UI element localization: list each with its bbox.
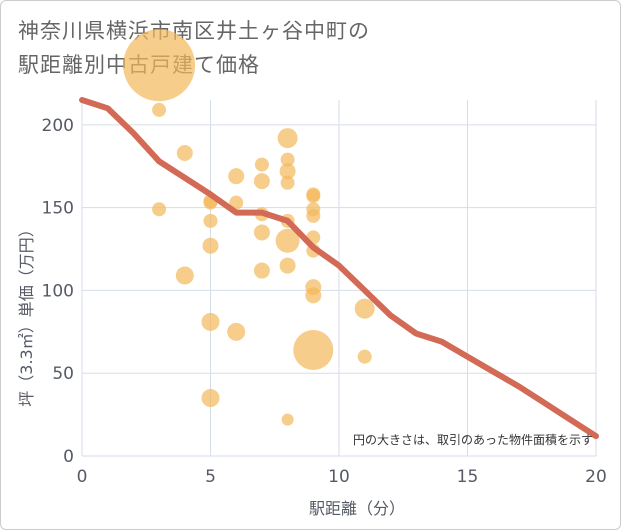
data-bubble xyxy=(306,208,321,223)
data-bubble xyxy=(280,152,295,167)
data-bubble xyxy=(201,312,220,331)
data-bubble xyxy=(279,257,296,274)
data-bubble xyxy=(254,157,269,172)
y-tick-label: 200 xyxy=(42,116,74,136)
data-bubble xyxy=(253,262,270,279)
x-tick-label: 0 xyxy=(77,467,88,487)
y-tick-label: 50 xyxy=(52,364,74,384)
x-tick-label: 15 xyxy=(457,467,479,487)
y-tick-labels: 0 50 100 150 200 xyxy=(42,116,74,467)
x-tick-label: 20 xyxy=(585,467,607,487)
data-bubble xyxy=(279,163,296,180)
data-bubble xyxy=(357,349,372,364)
data-bubble xyxy=(305,287,322,304)
data-bubble xyxy=(152,102,167,117)
x-tick-labels: 0 5 10 15 20 xyxy=(77,467,607,487)
x-tick-label: 10 xyxy=(328,467,350,487)
y-tick-label: 150 xyxy=(42,199,74,219)
data-bubble xyxy=(253,173,270,190)
data-bubble xyxy=(293,330,334,371)
x-tick-label: 5 xyxy=(205,467,216,487)
data-bubble xyxy=(277,128,298,149)
y-tick-label: 0 xyxy=(63,447,74,467)
data-bubble xyxy=(201,389,220,408)
data-bubble xyxy=(176,144,193,161)
data-bubble xyxy=(175,266,194,285)
bubble-layer xyxy=(123,29,375,426)
data-bubble xyxy=(281,413,294,426)
grid-lines xyxy=(81,100,597,457)
title-line-1: 神奈川県横浜市南区井土ヶ谷中町の xyxy=(18,19,370,43)
size-note: 円の大きさは、取引のあった物件面積を示す xyxy=(353,432,593,447)
data-bubble xyxy=(227,322,246,341)
y-tick-label: 100 xyxy=(42,281,74,301)
trend-line xyxy=(79,97,599,440)
x-axis-title: 駅距離（分） xyxy=(309,499,405,518)
data-bubble xyxy=(202,237,219,254)
data-bubble xyxy=(280,175,295,190)
data-bubble xyxy=(152,202,167,217)
data-bubble xyxy=(253,224,270,241)
data-bubble xyxy=(354,298,375,319)
data-bubble xyxy=(203,213,218,228)
data-bubble xyxy=(275,228,300,253)
data-bubble xyxy=(228,168,245,185)
y-axis-title: 坪（3.3㎡）単価（万円） xyxy=(17,221,36,406)
data-bubble xyxy=(229,195,244,210)
data-bubble xyxy=(306,189,321,204)
data-bubble xyxy=(123,29,196,102)
